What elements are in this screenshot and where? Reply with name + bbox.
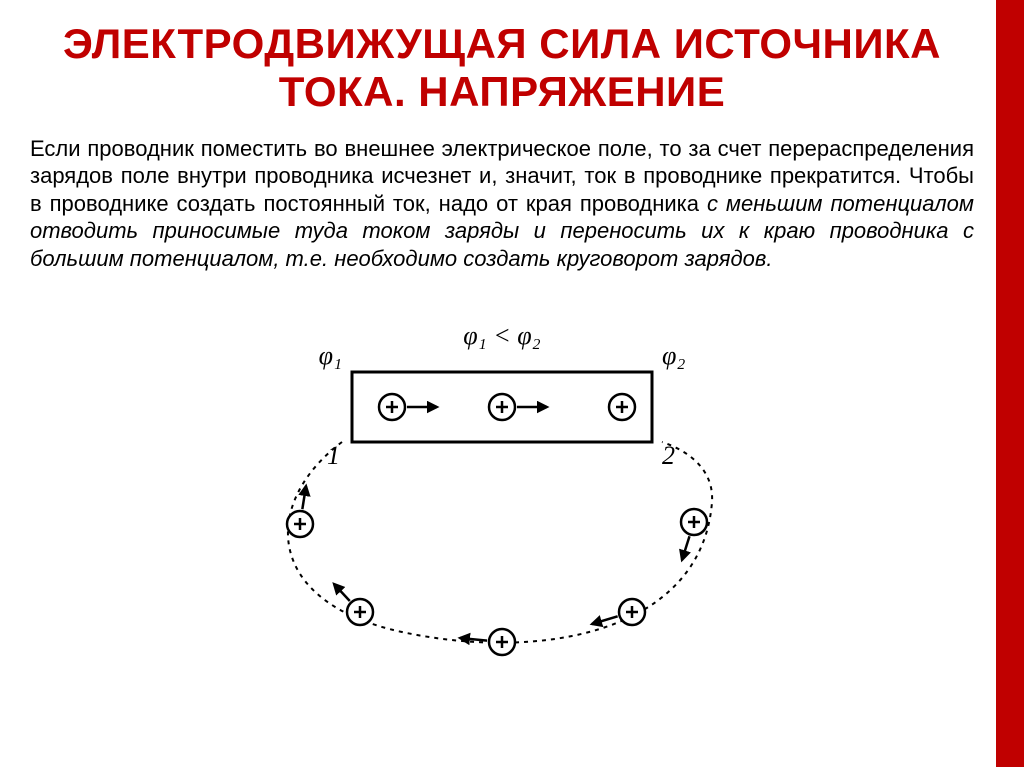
svg-text:1: 1 xyxy=(327,441,340,470)
charge-circuit-diagram: φ₁ < φ₂φ₁φ₂12 xyxy=(242,302,762,682)
svg-text:φ₂: φ₂ xyxy=(662,341,685,370)
svg-text:φ₁: φ₁ xyxy=(319,341,342,370)
diagram-container: φ₁ < φ₂φ₁φ₂12 xyxy=(30,302,974,682)
body-paragraph: Если проводник поместить во внешнее элек… xyxy=(30,135,974,273)
accent-bar xyxy=(996,0,1024,767)
slide-content: ЭЛЕКТРОДВИЖУЩАЯ СИЛА ИСТОЧНИКА ТОКА. НАП… xyxy=(0,0,1024,702)
slide-title: ЭЛЕКТРОДВИЖУЩАЯ СИЛА ИСТОЧНИКА ТОКА. НАП… xyxy=(30,20,974,117)
svg-text:φ₁ < φ₂: φ₁ < φ₂ xyxy=(463,321,540,350)
